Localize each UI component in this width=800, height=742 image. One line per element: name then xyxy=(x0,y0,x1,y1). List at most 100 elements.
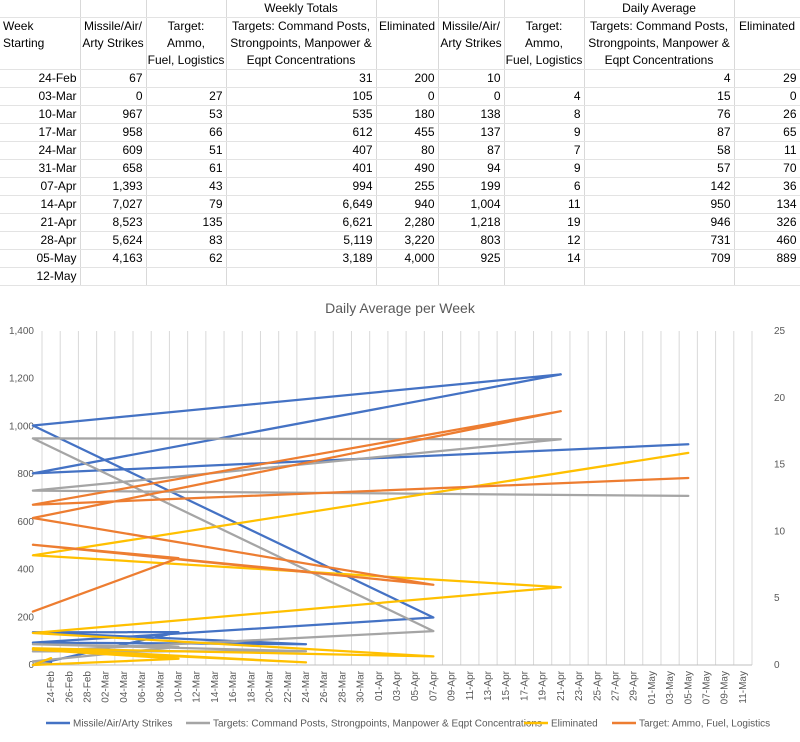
cell-daily-strikes[interactable]: 1,004 xyxy=(438,195,505,214)
cell-weekly-eliminated[interactable]: 490 xyxy=(376,159,439,178)
cell-weekly-targets[interactable]: 5,119 xyxy=(226,231,377,250)
cell-weekly-eliminated[interactable]: 4,000 xyxy=(376,249,439,268)
cell-weekly-targets[interactable]: 401 xyxy=(226,159,377,178)
cell-weekly-targets[interactable]: 31 xyxy=(226,69,377,88)
daily-average-title[interactable]: Daily Average xyxy=(584,0,735,18)
cell-weekly-ammo[interactable]: 62 xyxy=(146,249,227,268)
cell-weekly-targets[interactable]: 3,189 xyxy=(226,249,377,268)
header-daily-eliminated[interactable]: Eliminated xyxy=(734,17,800,70)
cell-week[interactable]: 10-Mar xyxy=(0,105,81,124)
cell-daily-targets[interactable] xyxy=(584,267,735,286)
cell-daily-ammo[interactable]: 8 xyxy=(504,105,585,124)
cell-weekly-strikes[interactable]: 967 xyxy=(80,105,147,124)
cell-week[interactable]: 21-Apr xyxy=(0,213,81,232)
cell-week[interactable]: 03-Mar xyxy=(0,87,81,106)
cell-week[interactable]: 14-Apr xyxy=(0,195,81,214)
cell-daily-strikes[interactable]: 137 xyxy=(438,123,505,142)
header-weekly-strikes[interactable]: Missile/Air/Arty Strikes xyxy=(80,17,147,70)
cell-daily-strikes[interactable]: 925 xyxy=(438,249,505,268)
cell-weekly-strikes[interactable]: 0 xyxy=(80,87,147,106)
cell-daily-ammo[interactable]: 9 xyxy=(504,123,585,142)
cell-weekly-targets[interactable]: 6,649 xyxy=(226,195,377,214)
cell-weekly-eliminated[interactable]: 80 xyxy=(376,141,439,160)
header-weekly-eliminated[interactable]: Eliminated xyxy=(376,17,439,70)
cell-weekly-targets[interactable] xyxy=(226,267,377,286)
line-chart[interactable]: Daily Average per Week 02004006008001,00… xyxy=(0,287,800,742)
cell-daily-strikes[interactable]: 0 xyxy=(438,87,505,106)
cell-daily-strikes[interactable] xyxy=(438,267,505,286)
cell-week[interactable]: 12-May xyxy=(0,267,81,286)
cell-daily-targets[interactable]: 4 xyxy=(584,69,735,88)
cell-weekly-targets[interactable]: 535 xyxy=(226,105,377,124)
cell-daily-strikes[interactable]: 10 xyxy=(438,69,505,88)
cell-weekly-ammo[interactable]: 43 xyxy=(146,177,227,196)
cell-daily-ammo[interactable] xyxy=(504,69,585,88)
cell-daily-eliminated[interactable]: 26 xyxy=(734,105,800,124)
cell-daily-eliminated[interactable]: 65 xyxy=(734,123,800,142)
cell-weekly-ammo[interactable]: 53 xyxy=(146,105,227,124)
cell-weekly-strikes[interactable]: 958 xyxy=(80,123,147,142)
cell-weekly-strikes[interactable]: 1,393 xyxy=(80,177,147,196)
cell-week[interactable]: 05-May xyxy=(0,249,81,268)
cell-weekly-eliminated[interactable]: 200 xyxy=(376,69,439,88)
cell-daily-targets[interactable]: 142 xyxy=(584,177,735,196)
header-daily-targets[interactable]: Targets: Command Posts, Strongpoints, Man… xyxy=(584,17,735,70)
cell-daily-strikes[interactable]: 94 xyxy=(438,159,505,178)
header-weekly-targets[interactable]: Targets: Command Posts, Strongpoints, Man… xyxy=(226,17,377,70)
cell-daily-eliminated[interactable]: 11 xyxy=(734,141,800,160)
cell-week[interactable]: 24-Feb xyxy=(0,69,81,88)
cell-weekly-targets[interactable]: 994 xyxy=(226,177,377,196)
cell-daily-targets[interactable]: 950 xyxy=(584,195,735,214)
cell-daily-ammo[interactable]: 12 xyxy=(504,231,585,250)
cell-weekly-strikes[interactable]: 8,523 xyxy=(80,213,147,232)
cell-weekly-strikes[interactable]: 5,624 xyxy=(80,231,147,250)
header-daily-ammo[interactable]: Target: Ammo, Fuel, Logistics xyxy=(504,17,585,70)
cell-weekly-eliminated[interactable]: 255 xyxy=(376,177,439,196)
header-daily-strikes[interactable]: Missile/Air/Arty Strikes xyxy=(438,17,505,70)
cell-weekly-ammo[interactable]: 83 xyxy=(146,231,227,250)
cell-weekly-strikes[interactable]: 4,163 xyxy=(80,249,147,268)
weekly-totals-title[interactable]: Weekly Totals xyxy=(226,0,377,18)
cell-week[interactable]: 07-Apr xyxy=(0,177,81,196)
cell-daily-eliminated[interactable]: 889 xyxy=(734,249,800,268)
cell-weekly-strikes[interactable]: 658 xyxy=(80,159,147,178)
cell-weekly-targets[interactable]: 612 xyxy=(226,123,377,142)
cell-daily-targets[interactable]: 15 xyxy=(584,87,735,106)
cell-week[interactable]: 31-Mar xyxy=(0,159,81,178)
cell-weekly-eliminated[interactable]: 2,280 xyxy=(376,213,439,232)
cell-daily-targets[interactable]: 76 xyxy=(584,105,735,124)
cell-daily-strikes[interactable]: 1,218 xyxy=(438,213,505,232)
cell-weekly-targets[interactable]: 6,621 xyxy=(226,213,377,232)
cell-daily-targets[interactable]: 58 xyxy=(584,141,735,160)
cell-daily-strikes[interactable]: 87 xyxy=(438,141,505,160)
header-week-starting[interactable]: Week Starting xyxy=(0,17,81,70)
cell-daily-ammo[interactable]: 7 xyxy=(504,141,585,160)
cell-daily-ammo[interactable]: 9 xyxy=(504,159,585,178)
cell-weekly-ammo[interactable]: 135 xyxy=(146,213,227,232)
cell-daily-targets[interactable]: 87 xyxy=(584,123,735,142)
cell-daily-eliminated[interactable] xyxy=(734,267,800,286)
cell-weekly-ammo[interactable] xyxy=(146,267,227,286)
cell-daily-eliminated[interactable]: 460 xyxy=(734,231,800,250)
cell-daily-eliminated[interactable]: 36 xyxy=(734,177,800,196)
cell-weekly-eliminated[interactable]: 180 xyxy=(376,105,439,124)
cell-daily-ammo[interactable]: 11 xyxy=(504,195,585,214)
cell-weekly-eliminated[interactable]: 0 xyxy=(376,87,439,106)
cell-week[interactable]: 28-Apr xyxy=(0,231,81,250)
cell-weekly-ammo[interactable]: 27 xyxy=(146,87,227,106)
cell-daily-eliminated[interactable]: 134 xyxy=(734,195,800,214)
cell-daily-eliminated[interactable]: 0 xyxy=(734,87,800,106)
cell-weekly-ammo[interactable] xyxy=(146,69,227,88)
cell-weekly-strikes[interactable]: 67 xyxy=(80,69,147,88)
cell-daily-strikes[interactable]: 199 xyxy=(438,177,505,196)
cell-daily-eliminated[interactable]: 70 xyxy=(734,159,800,178)
cell-weekly-ammo[interactable]: 66 xyxy=(146,123,227,142)
cell-daily-ammo[interactable]: 6 xyxy=(504,177,585,196)
cell-weekly-targets[interactable]: 105 xyxy=(226,87,377,106)
cell-weekly-eliminated[interactable]: 3,220 xyxy=(376,231,439,250)
cell-week[interactable]: 17-Mar xyxy=(0,123,81,142)
cell-weekly-ammo[interactable]: 51 xyxy=(146,141,227,160)
cell-daily-targets[interactable]: 57 xyxy=(584,159,735,178)
cell-daily-strikes[interactable]: 138 xyxy=(438,105,505,124)
cell-daily-eliminated[interactable]: 29 xyxy=(734,69,800,88)
